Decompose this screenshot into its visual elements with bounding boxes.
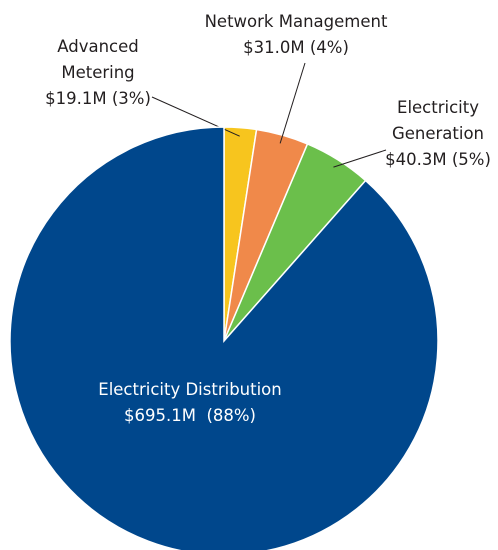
value-label: $695.1M (88%) — [123, 406, 256, 425]
category-label: Advanced Metering — [57, 37, 139, 82]
slice-label: Electricity Generation $40.3M (5%) — [368, 95, 498, 173]
category-label: Network Management — [204, 12, 388, 31]
value-label: $19.1M (3%) — [45, 89, 151, 108]
leader-line — [333, 149, 387, 168]
slice-label: Network Management $31.0M (4%) — [176, 9, 416, 61]
category-label: Electricity Generation — [391, 98, 485, 143]
pie-slice — [9, 126, 439, 550]
slice-label: Electricity Distribution $695.1M (88%) — [90, 377, 290, 429]
value-label: $31.0M (4%) — [243, 38, 349, 57]
slice-label: Advanced Metering $19.1M (3%) — [18, 34, 178, 112]
leader-line — [279, 62, 306, 144]
category-label: Electricity Distribution — [98, 380, 282, 399]
leader-line — [151, 96, 240, 137]
value-label: $40.3M (5%) — [385, 150, 491, 169]
